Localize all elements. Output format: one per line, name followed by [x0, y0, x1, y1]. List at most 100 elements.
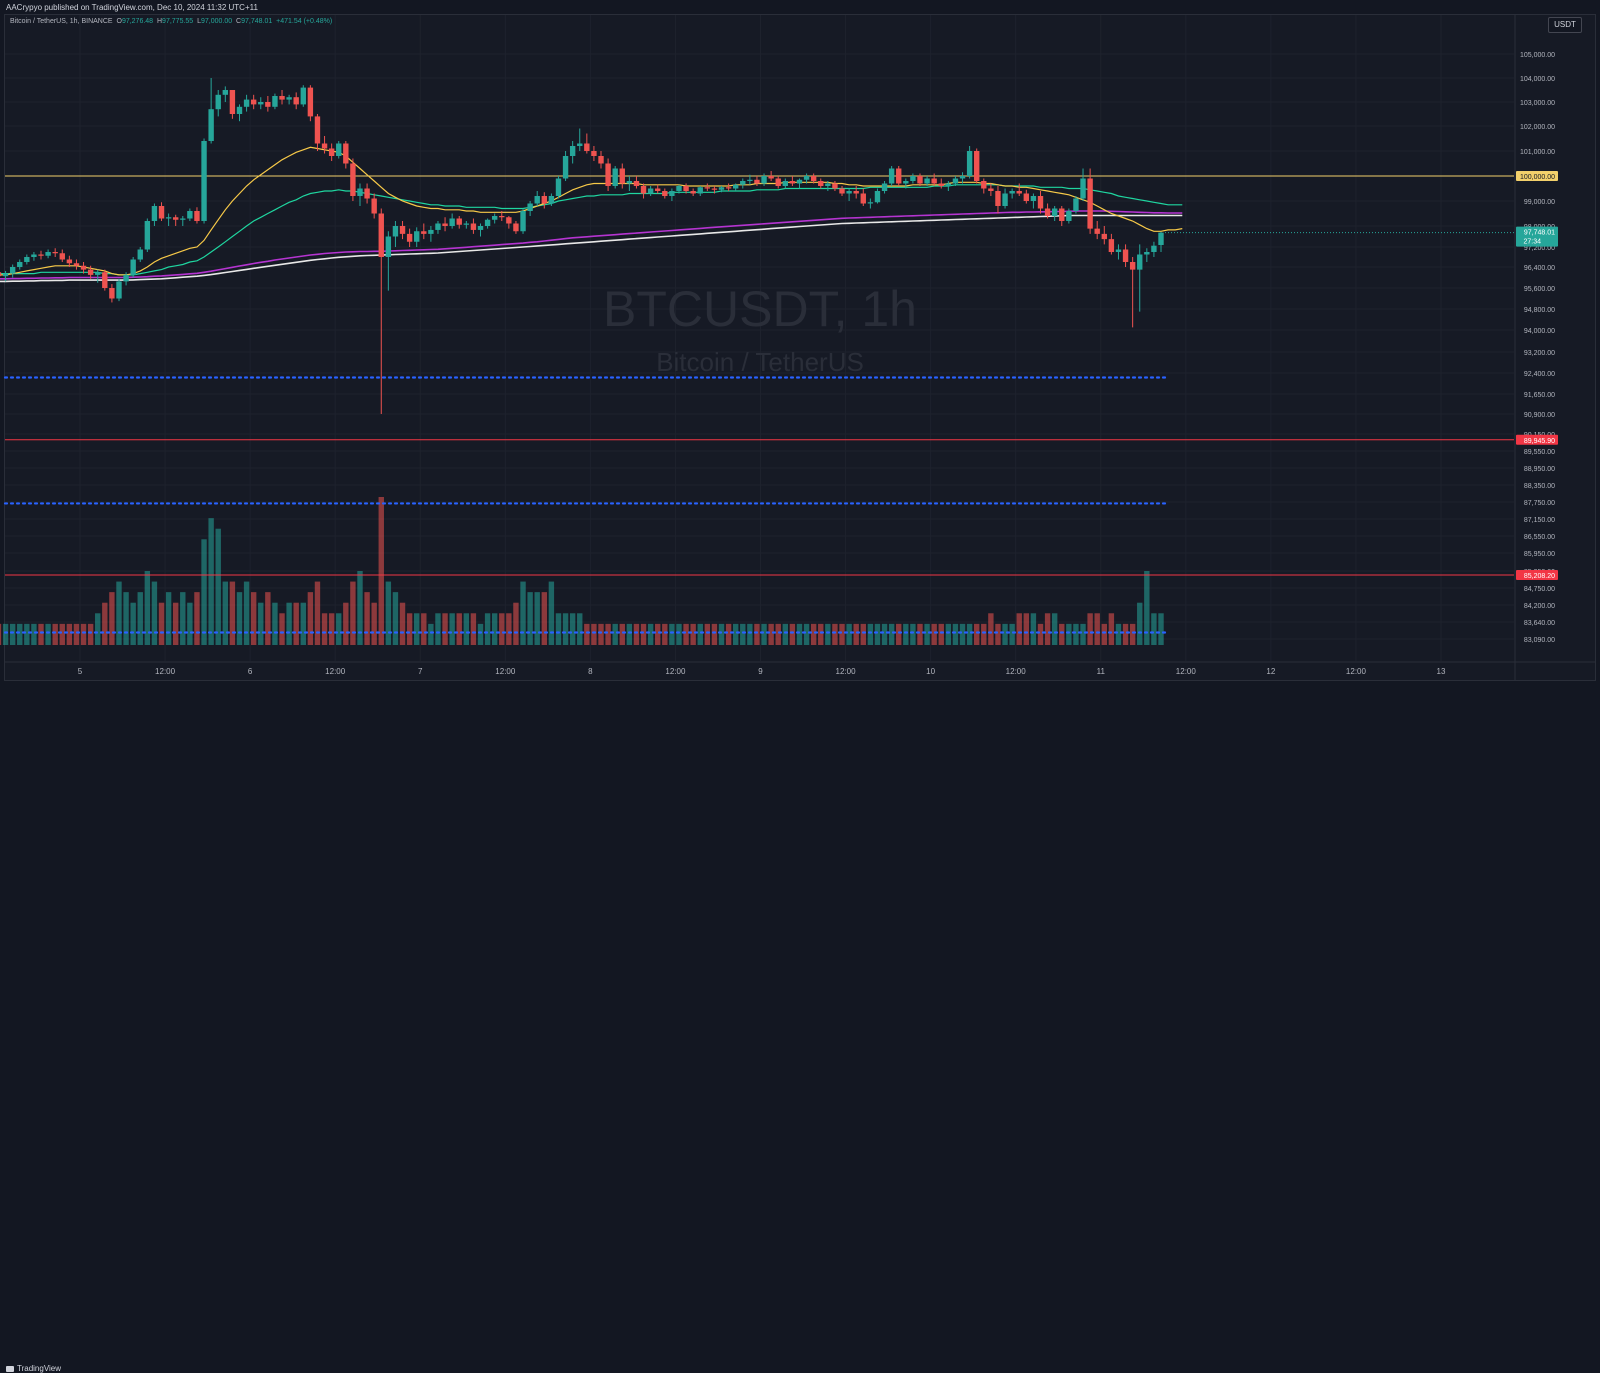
- volume-bar: [768, 623, 774, 645]
- legend-close-label: C: [236, 18, 242, 25]
- tradingview-logo[interactable]: TradingView: [6, 1364, 61, 1373]
- candle-body: [45, 252, 51, 256]
- candle-body: [130, 259, 136, 275]
- time-tick-label: 12:00: [1006, 667, 1027, 676]
- volume-bar: [981, 623, 987, 645]
- candle-body: [194, 211, 200, 221]
- candle-body: [903, 181, 909, 184]
- volume-bar: [31, 623, 37, 645]
- volume-bar: [825, 623, 831, 645]
- price-tick-label: 86,550.00: [1524, 534, 1555, 541]
- legend-high-label: H: [156, 18, 163, 25]
- volume-bar: [1144, 571, 1150, 645]
- volume-bar: [1158, 613, 1164, 645]
- volume-bar: [406, 613, 413, 645]
- volume-bar: [548, 581, 555, 645]
- volume-bar: [910, 623, 916, 645]
- currency-unit-button[interactable]: USDT: [1548, 17, 1582, 33]
- legend-symbol[interactable]: Bitcoin / TetherUS, 1h, BINANCE: [10, 18, 113, 25]
- volume-bar: [626, 623, 633, 645]
- volume-bar: [818, 623, 824, 645]
- volume-bar: [1044, 613, 1051, 645]
- candle-body: [924, 178, 930, 184]
- candle-body: [215, 94, 221, 110]
- volume-bar: [116, 581, 122, 645]
- time-tick-label: 12:00: [155, 667, 176, 676]
- volume-bar: [888, 623, 895, 645]
- candle-body: [442, 223, 448, 226]
- candle-body: [846, 191, 852, 194]
- volume-bar: [647, 623, 654, 645]
- candle-body: [541, 196, 547, 204]
- volume-bar: [343, 602, 349, 645]
- candle-body: [137, 249, 143, 260]
- volume-bar: [803, 623, 810, 645]
- price-tick-label: 104,000.00: [1520, 76, 1555, 83]
- candle-body: [952, 178, 959, 184]
- candle-body: [165, 217, 172, 219]
- volume-bar: [690, 623, 696, 645]
- chart-pane[interactable]: [4, 14, 1596, 681]
- candle-body: [350, 163, 356, 196]
- candle-body: [888, 168, 895, 184]
- candle-body: [456, 218, 462, 225]
- candle-body: [385, 236, 392, 257]
- price-tick-label: 83,090.00: [1524, 637, 1555, 644]
- candle-body: [995, 191, 1001, 206]
- volume-bar: [102, 602, 108, 645]
- level-price-tag-text: 85,208.20: [1524, 573, 1555, 580]
- volume-bar: [931, 623, 937, 645]
- volume-bar: [640, 623, 647, 645]
- candle-body: [640, 186, 647, 194]
- price-tick-label: 92,400.00: [1524, 371, 1555, 378]
- time-tick-label: 9: [758, 667, 763, 676]
- candle-body: [144, 221, 151, 250]
- volume-bar: [789, 623, 796, 645]
- candle-body: [1066, 211, 1072, 221]
- candle-body: [109, 288, 115, 299]
- candle-body: [966, 151, 973, 176]
- time-tick-label: 7: [418, 667, 423, 676]
- candle-body: [974, 151, 980, 181]
- level-price-tag: [1516, 570, 1558, 581]
- candle-body: [959, 176, 966, 179]
- volume-bar: [577, 613, 583, 645]
- volume-bar: [470, 613, 477, 645]
- volume-bar: [718, 623, 725, 645]
- candle-body: [548, 196, 555, 204]
- volume-bar: [903, 623, 909, 645]
- candles: [0, 78, 1164, 414]
- candle-body: [321, 143, 328, 149]
- candle-body: [874, 191, 881, 203]
- volume-bar: [1129, 623, 1136, 645]
- time-tick-label: 12:00: [1346, 667, 1367, 676]
- candle-body: [796, 179, 803, 184]
- volume-bar: [180, 592, 186, 645]
- volume-bar: [442, 613, 448, 645]
- price-tick-label: 83,640.00: [1524, 620, 1555, 627]
- candle-body: [24, 257, 30, 262]
- candle-body: [676, 186, 682, 191]
- volume-bar: [477, 623, 484, 645]
- candle-body: [66, 259, 73, 264]
- candle-body: [236, 106, 243, 114]
- candle-body: [102, 272, 108, 288]
- time-tick-label: 8: [588, 667, 593, 676]
- volume-bar: [265, 592, 271, 645]
- volume-bar: [1115, 623, 1122, 645]
- volume-bar: [371, 602, 377, 645]
- volume-bar: [449, 613, 455, 645]
- candle-body: [896, 168, 902, 184]
- symbol-legend[interactable]: Bitcoin / TetherUS, 1h, BINANCE O97,276.…: [10, 18, 332, 25]
- candle-body: [818, 181, 824, 186]
- volume-bar: [1066, 623, 1072, 645]
- candle-body: [520, 211, 526, 232]
- candle-body: [1129, 262, 1136, 270]
- volume-bar: [938, 623, 944, 645]
- candle-body: [513, 223, 519, 232]
- volume-bar: [1122, 623, 1129, 645]
- candlestick-chart[interactable]: BTCUSDT, 1h Bitcoin / TetherUS 105,000.0…: [0, 0, 1600, 695]
- time-tick-label: 11: [1097, 667, 1106, 676]
- candle-body: [534, 196, 540, 204]
- candle-body: [1122, 249, 1129, 262]
